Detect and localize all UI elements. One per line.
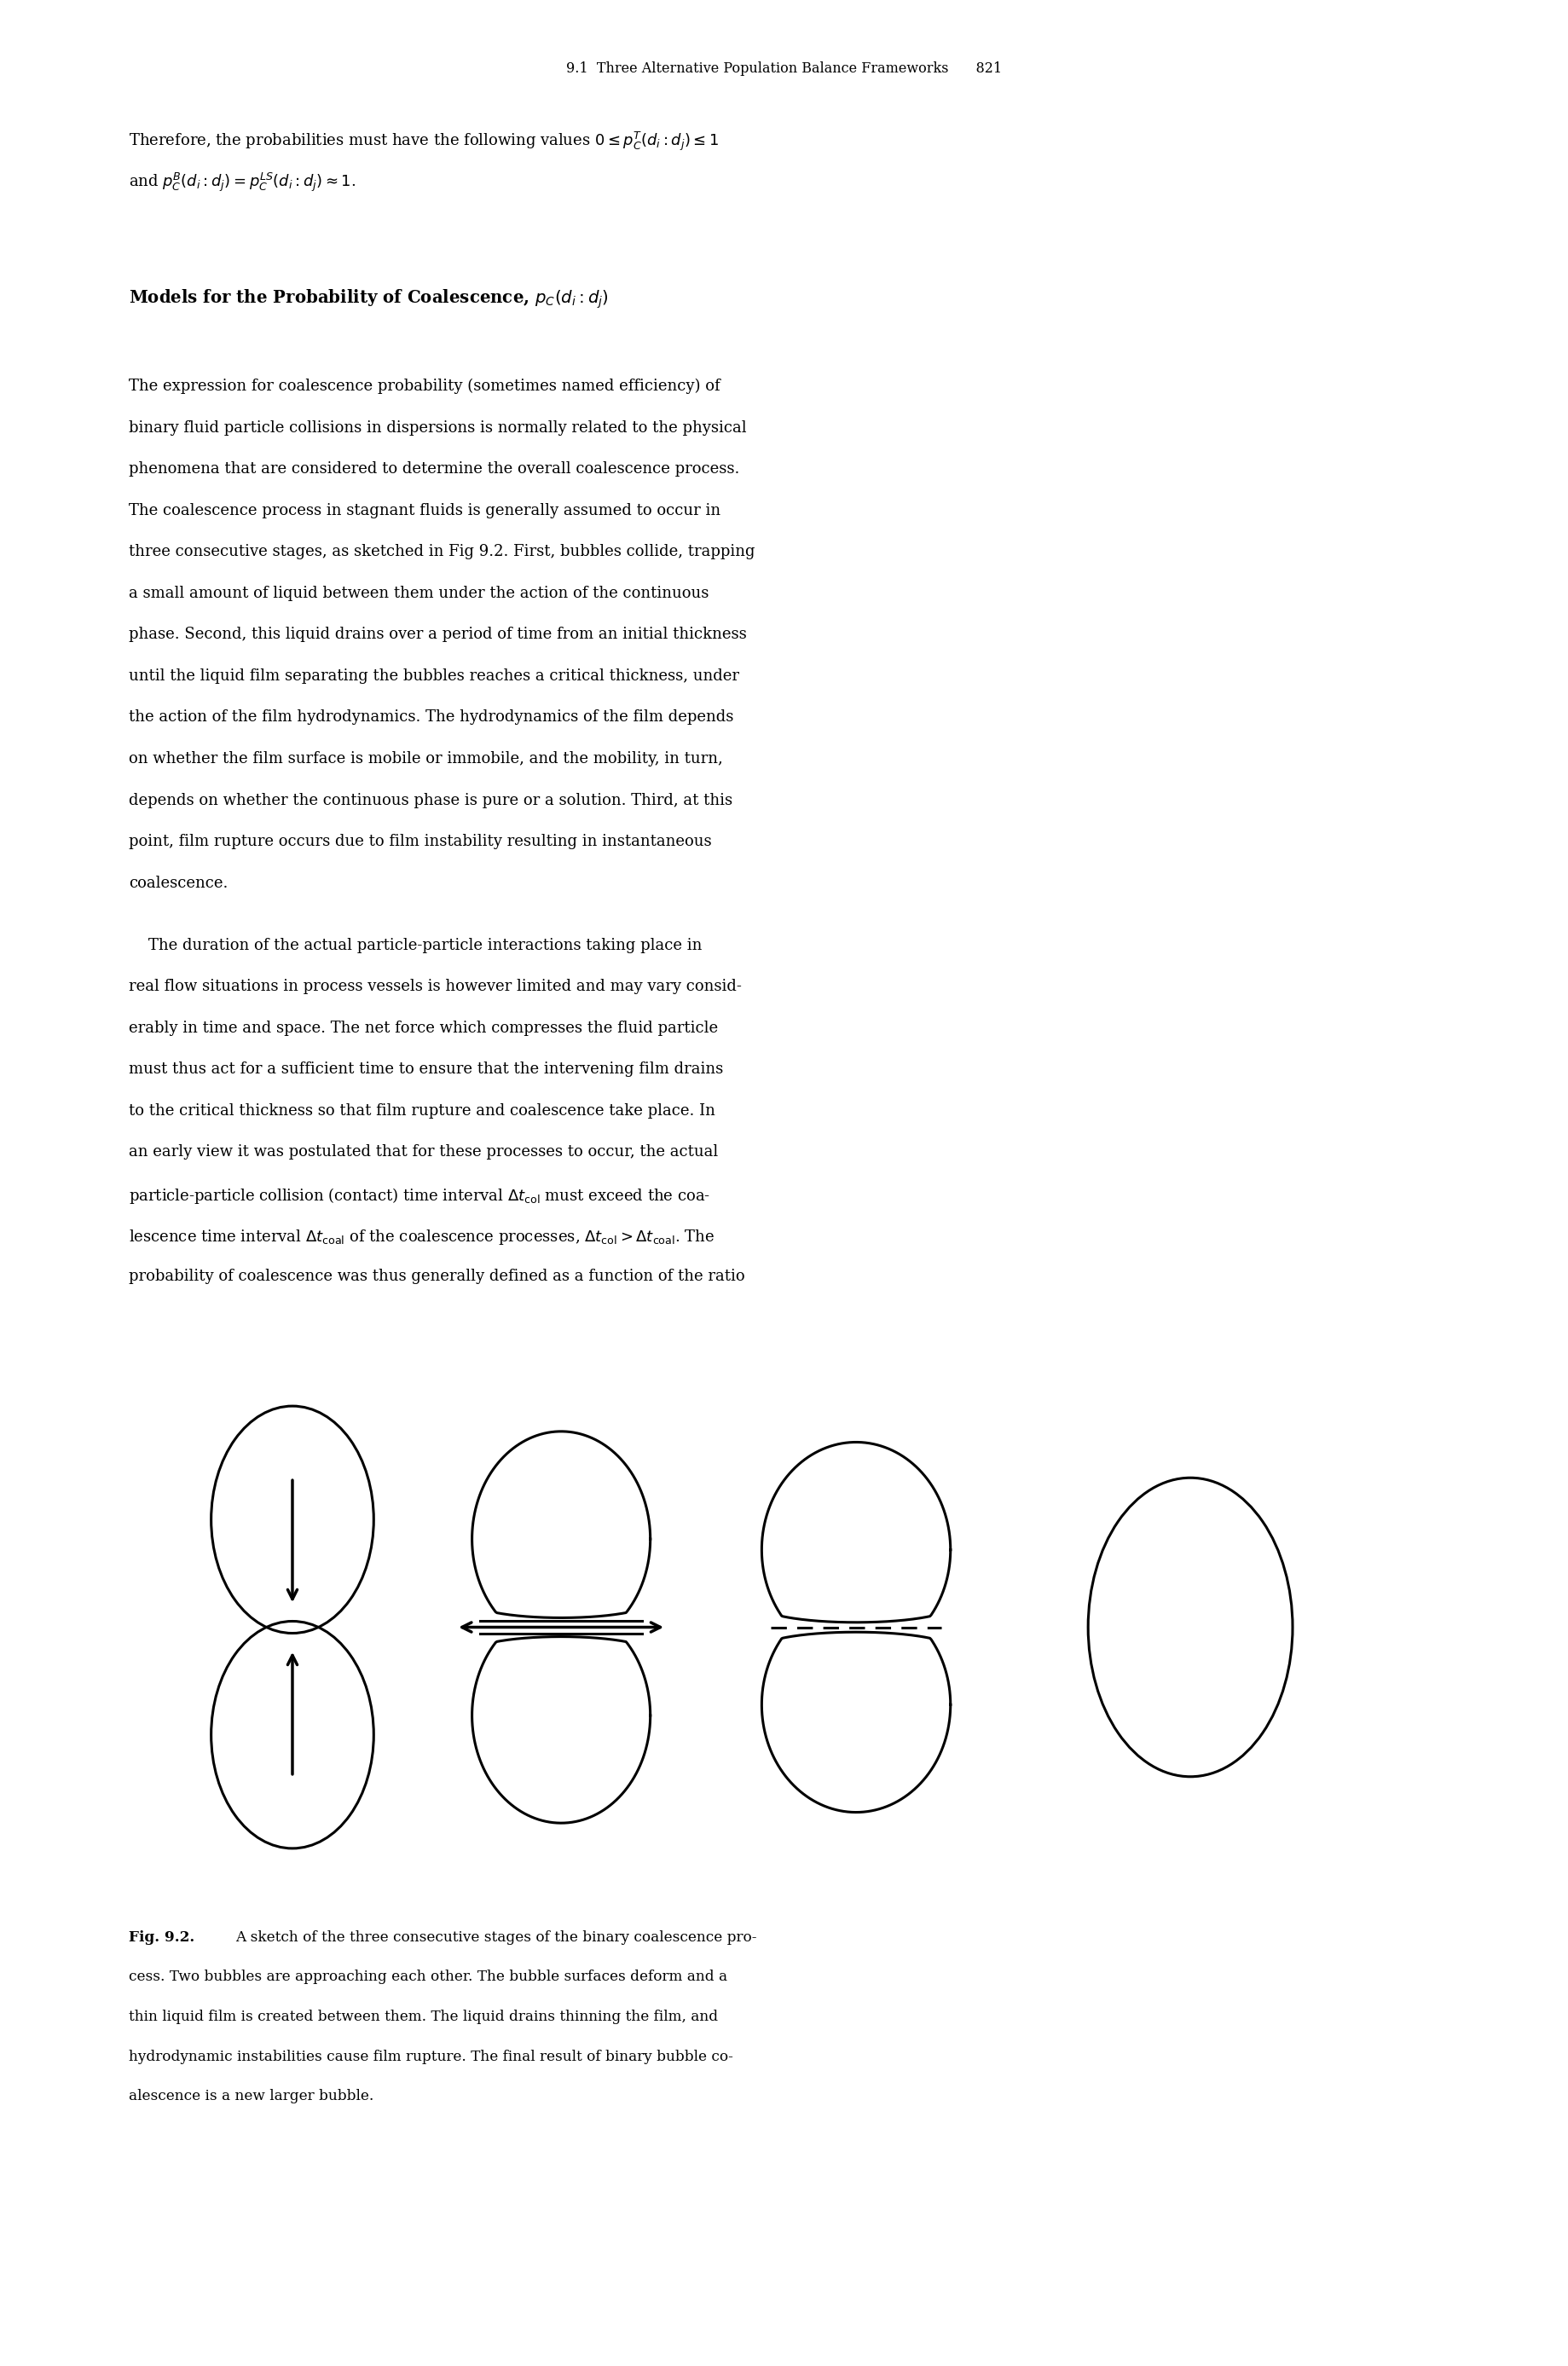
Text: hydrodynamic instabilities cause film rupture. The final result of binary bubble: hydrodynamic instabilities cause film ru… — [129, 2049, 732, 2063]
Text: Fig. 9.2.: Fig. 9.2. — [129, 1931, 194, 1945]
Text: phenomena that are considered to determine the overall coalescence process.: phenomena that are considered to determi… — [129, 461, 740, 476]
Text: The duration of the actual particle-particle interactions taking place in: The duration of the actual particle-part… — [129, 937, 702, 953]
Text: the action of the film hydrodynamics. The hydrodynamics of the film depends: the action of the film hydrodynamics. Th… — [129, 710, 734, 724]
Text: lescence time interval $\Delta t_{\rm coal}$ of the coalescence processes, $\Del: lescence time interval $\Delta t_{\rm co… — [129, 1228, 715, 1247]
Text: Therefore, the probabilities must have the following values $0 \leq p_C^T(d_i : : Therefore, the probabilities must have t… — [129, 130, 718, 151]
Text: real flow situations in process vessels is however limited and may vary consid-: real flow situations in process vessels … — [129, 980, 742, 994]
Text: probability of coalescence was thus generally defined as a function of the ratio: probability of coalescence was thus gene… — [129, 1268, 745, 1285]
Text: cess. Two bubbles are approaching each other. The bubble surfaces deform and a: cess. Two bubbles are approaching each o… — [129, 1971, 728, 1985]
Text: The expression for coalescence probability (sometimes named efficiency) of: The expression for coalescence probabili… — [129, 379, 720, 395]
Text: on whether the film surface is mobile or immobile, and the mobility, in turn,: on whether the film surface is mobile or… — [129, 750, 723, 767]
Text: A sketch of the three consecutive stages of the binary coalescence pro-: A sketch of the three consecutive stages… — [235, 1931, 757, 1945]
Text: binary fluid particle collisions in dispersions is normally related to the physi: binary fluid particle collisions in disp… — [129, 421, 746, 435]
Text: thin liquid film is created between them. The liquid drains thinning the film, a: thin liquid film is created between them… — [129, 2009, 718, 2023]
Text: to the critical thickness so that film rupture and coalescence take place. In: to the critical thickness so that film r… — [129, 1103, 715, 1119]
Text: depends on whether the continuous phase is pure or a solution. Third, at this: depends on whether the continuous phase … — [129, 793, 732, 807]
Text: and $p_C^B(d_i : d_j) = p_C^{LS}(d_i : d_j) \approx 1$.: and $p_C^B(d_i : d_j) = p_C^{LS}(d_i : d… — [129, 173, 356, 194]
Text: erably in time and space. The net force which compresses the fluid particle: erably in time and space. The net force … — [129, 1020, 718, 1036]
Text: a small amount of liquid between them under the action of the continuous: a small amount of liquid between them un… — [129, 584, 709, 601]
Text: must thus act for a sufficient time to ensure that the intervening film drains: must thus act for a sufficient time to e… — [129, 1062, 723, 1077]
Text: an early view it was postulated that for these processes to occur, the actual: an early view it was postulated that for… — [129, 1145, 718, 1159]
Text: 9.1  Three Alternative Population Balance Frameworks  821: 9.1 Three Alternative Population Balance… — [566, 62, 1002, 76]
Text: phase. Second, this liquid drains over a period of time from an initial thicknes: phase. Second, this liquid drains over a… — [129, 627, 746, 641]
Text: until the liquid film separating the bubbles reaches a critical thickness, under: until the liquid film separating the bub… — [129, 667, 739, 684]
Text: particle-particle collision (contact) time interval $\Delta t_{\rm col}$ must ex: particle-particle collision (contact) ti… — [129, 1185, 710, 1207]
Text: three consecutive stages, as sketched in Fig 9.2. First, bubbles collide, trappi: three consecutive stages, as sketched in… — [129, 544, 754, 558]
Text: point, film rupture occurs due to film instability resulting in instantaneous: point, film rupture occurs due to film i… — [129, 833, 712, 849]
Text: coalescence.: coalescence. — [129, 875, 227, 890]
Text: Models for the Probability of Coalescence, $p_C(\boldsymbol{d_i} : \boldsymbol{d: Models for the Probability of Coalescenc… — [129, 289, 608, 310]
Text: alescence is a new larger bubble.: alescence is a new larger bubble. — [129, 2089, 373, 2103]
Text: The coalescence process in stagnant fluids is generally assumed to occur in: The coalescence process in stagnant flui… — [129, 502, 720, 518]
